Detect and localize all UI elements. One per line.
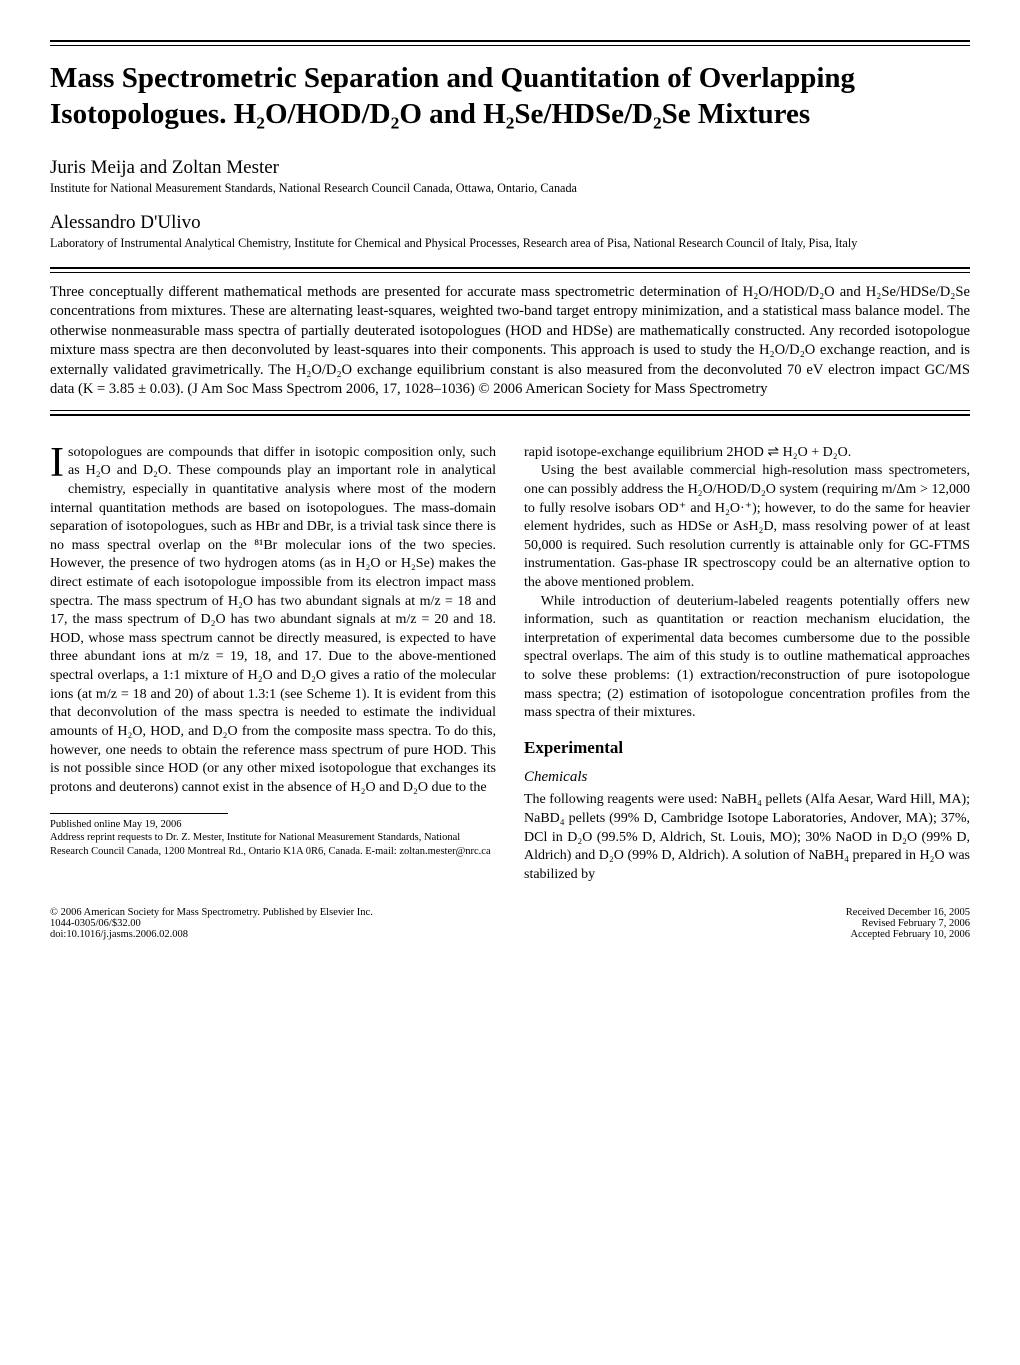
- column-right: rapid isotope-exchange equilibrium 2HOD …: [524, 444, 970, 885]
- footer-doi: doi:10.1016/j.jasms.2006.02.008: [50, 929, 373, 940]
- column-left: Isotopologues are compounds that differ …: [50, 444, 496, 885]
- author-block-1: Juris Meija and Zoltan Mester: [50, 157, 970, 179]
- footnote-rule: [50, 813, 228, 814]
- author-block-2: Alessandro D'Ulivo: [50, 212, 970, 234]
- body-paragraph-r3: While introduction of deuterium-labeled …: [524, 593, 970, 723]
- page-footer: © 2006 American Society for Mass Spectro…: [50, 907, 970, 940]
- body-paragraph-r1: rapid isotope-exchange equilibrium 2HOD …: [524, 444, 970, 463]
- body-paragraph-r4: The following reagents were used: NaBH₄ …: [524, 791, 970, 884]
- subsection-heading-chemicals: Chemicals: [524, 768, 970, 788]
- abstract-text: Three conceptually different mathematica…: [50, 283, 970, 400]
- body-p1-text: sotopologues are compounds that differ i…: [50, 445, 496, 795]
- body-paragraph-1: Isotopologues are compounds that differ …: [50, 444, 496, 798]
- footer-copyright: © 2006 American Society for Mass Spectro…: [50, 907, 373, 918]
- footer-left: © 2006 American Society for Mass Spectro…: [50, 907, 373, 940]
- affiliation-1: Institute for National Measurement Stand…: [50, 181, 970, 196]
- footnote-published: Published online May 19, 2006: [50, 818, 496, 831]
- abstract-bottom-rule: [50, 410, 970, 416]
- abstract-container: Three conceptually different mathematica…: [50, 267, 970, 416]
- body-paragraph-r2: Using the best available commercial high…: [524, 462, 970, 592]
- dropcap-letter: I: [50, 444, 68, 482]
- body-columns: Isotopologues are compounds that differ …: [50, 444, 970, 885]
- footnote-reprint: Address reprint requests to Dr. Z. Meste…: [50, 831, 496, 857]
- affiliation-2: Laboratory of Instrumental Analytical Ch…: [50, 236, 970, 251]
- footer-revised: Revised February 7, 2006: [846, 918, 970, 929]
- paper-title: Mass Spectrometric Separation and Quanti…: [50, 60, 970, 133]
- footer-issn: 1044-0305/06/$32.00: [50, 918, 373, 929]
- footer-received: Received December 16, 2005: [846, 907, 970, 918]
- footer-accepted: Accepted February 10, 2006: [846, 929, 970, 940]
- section-heading-experimental: Experimental: [524, 737, 970, 760]
- footer-right: Received December 16, 2005 Revised Febru…: [846, 907, 970, 940]
- top-rule: [50, 40, 970, 46]
- abstract-top-rule: [50, 267, 970, 273]
